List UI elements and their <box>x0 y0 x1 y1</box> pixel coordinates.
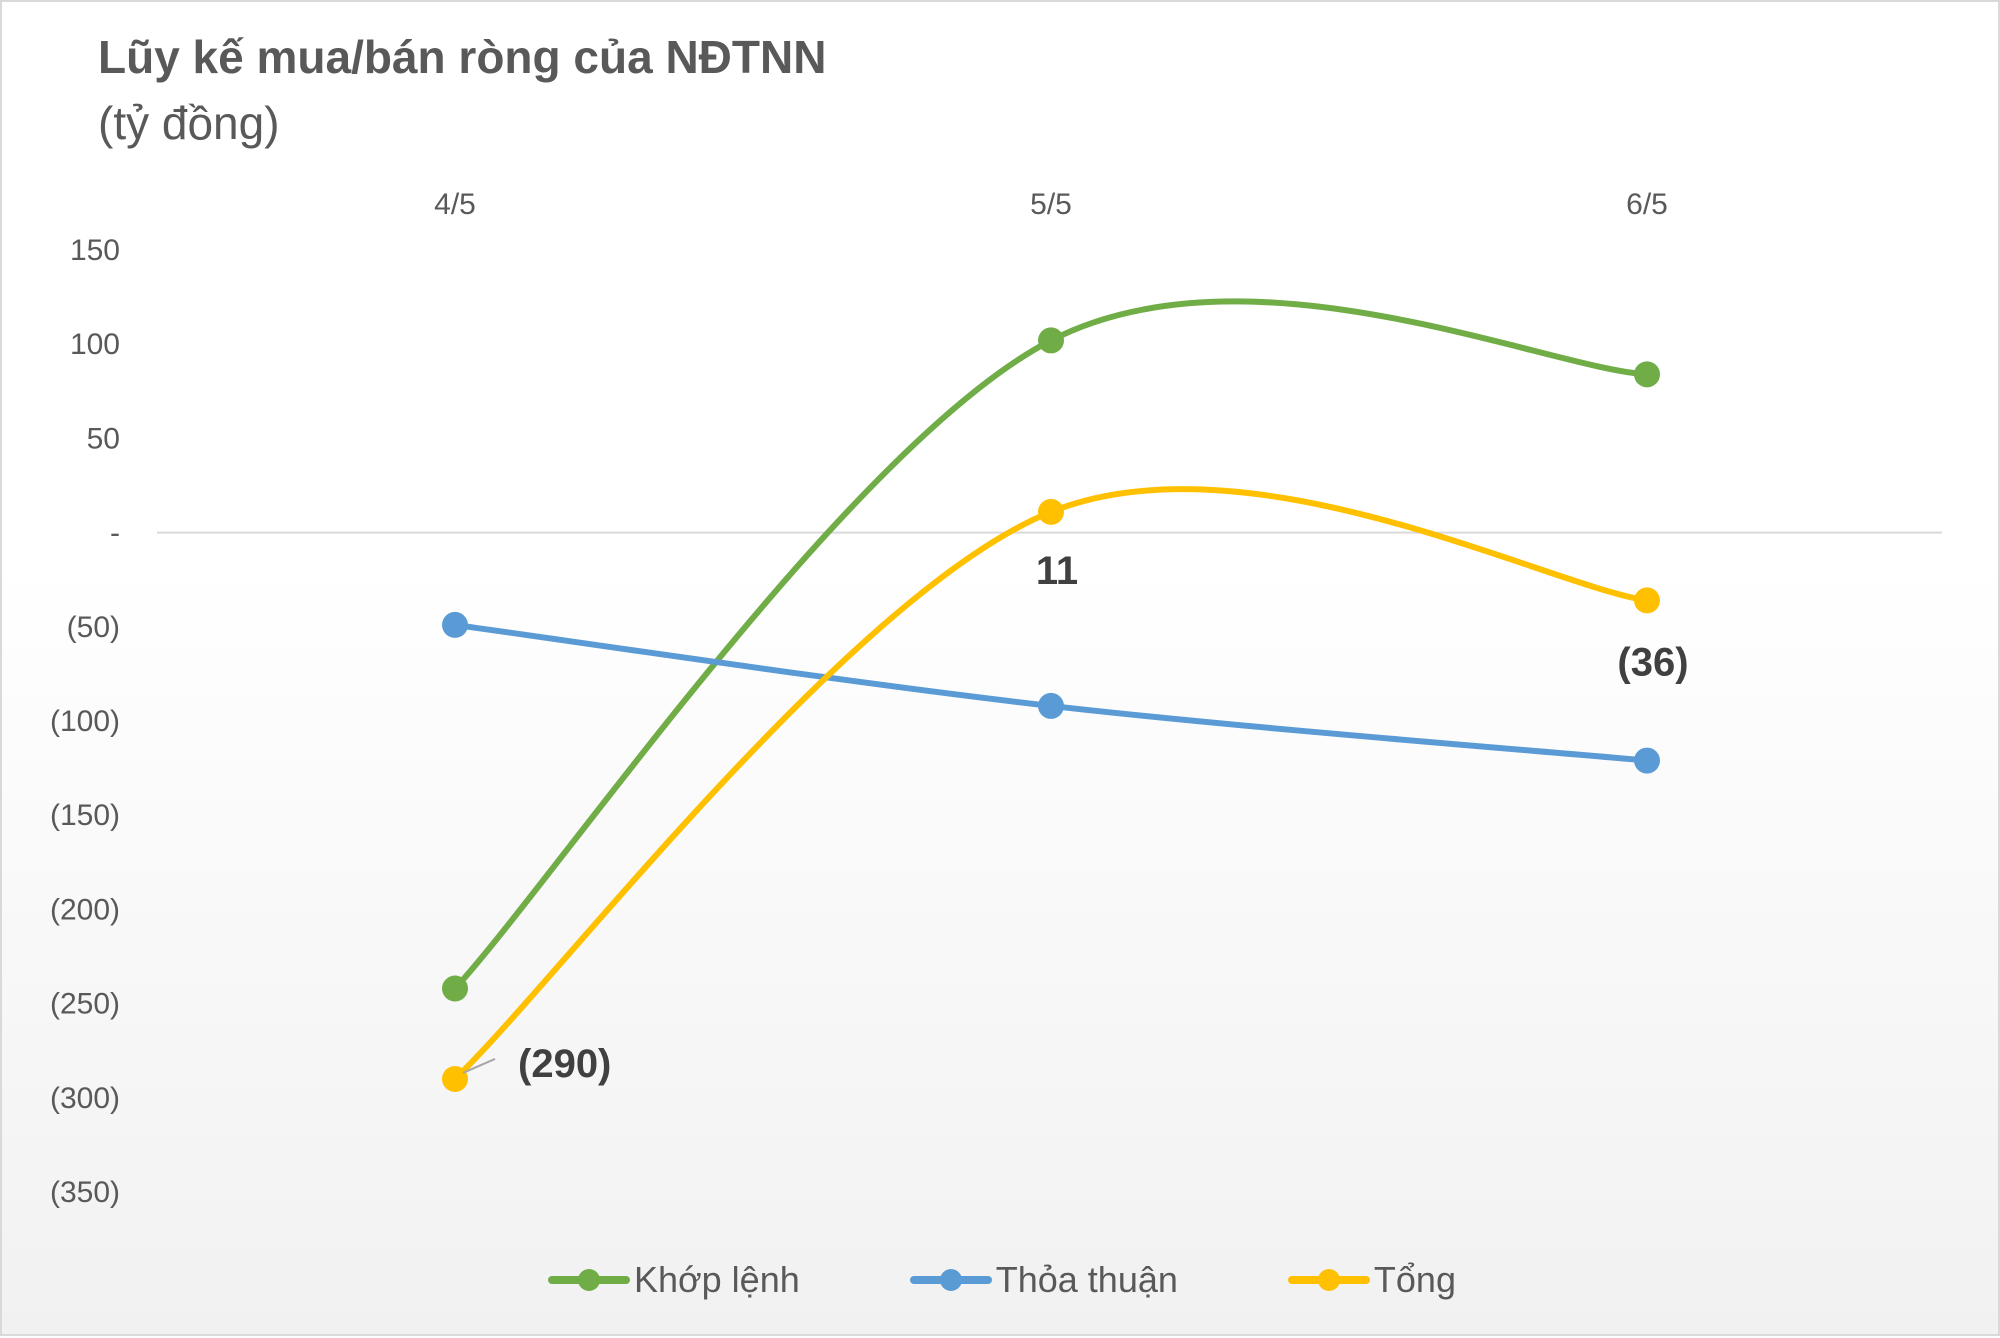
y-tick-label: 150 <box>70 234 120 267</box>
y-tick-label: - <box>110 517 120 550</box>
data-point-tong <box>1634 587 1660 614</box>
chart-subtitle: (tỷ đồng) <box>98 97 280 149</box>
legend-item-thoa-thuan: Thỏa thuận <box>909 1259 1178 1301</box>
y-tick-label: (200) <box>50 893 120 926</box>
y-tick-label: (100) <box>50 705 120 738</box>
legend-label: Thỏa thuận <box>995 1259 1178 1300</box>
series-line-thoa-thuan <box>452 621 1650 764</box>
data-label: (36) <box>1617 640 1688 684</box>
y-tick-label: (150) <box>50 799 120 832</box>
y-tick-label: (300) <box>50 1082 120 1115</box>
x-axis-tick-labels: 4/5 5/5 6/5 <box>434 188 1668 221</box>
data-point-thoa-thuan <box>442 611 468 638</box>
y-tick-label: 100 <box>70 328 120 361</box>
data-point-khop-lenh <box>1038 327 1064 354</box>
x-tick-label: 6/5 <box>1626 188 1668 221</box>
data-point-thoa-thuan <box>1038 692 1064 719</box>
series-markers <box>442 327 1660 1092</box>
legend-swatch <box>548 1269 631 1291</box>
legend-swatch <box>1287 1269 1370 1291</box>
series-line-tong <box>452 486 1650 1082</box>
legend-label: Khớp lệnh <box>634 1259 800 1300</box>
data-label: (290) <box>518 1042 611 1086</box>
data-point-khop-lenh <box>442 975 468 1002</box>
data-labels: (290) 11 (36) <box>462 549 1689 1086</box>
y-tick-label: (350) <box>50 1176 120 1209</box>
series-line-khop-lenh <box>452 298 1650 992</box>
legend-label: Tổng <box>1373 1259 1456 1300</box>
series-lines <box>452 298 1650 1082</box>
data-point-tong <box>1038 498 1064 525</box>
legend-item-tong: Tổng <box>1287 1259 1456 1301</box>
chart-title: Lũy kế mua/bán ròng của NĐTNN <box>98 31 827 83</box>
legend-swatch <box>909 1269 992 1291</box>
data-label-leader-line <box>462 1058 496 1074</box>
y-tick-label: (50) <box>67 611 120 644</box>
legend: Khớp lệnh Thỏa thuận Tổng <box>2 1250 2000 1310</box>
x-tick-label: 4/5 <box>434 188 476 221</box>
data-point-thoa-thuan <box>1634 747 1660 774</box>
legend-item-khop-lenh: Khớp lệnh <box>548 1259 800 1301</box>
y-tick-label: (250) <box>50 988 120 1021</box>
data-point-khop-lenh <box>1634 361 1660 388</box>
x-tick-label: 5/5 <box>1030 188 1072 221</box>
y-axis-tick-labels: 150 100 50 - (50) (100) (150) (200) (250) (300) (3… <box>50 234 120 1209</box>
data-point-tong <box>442 1065 468 1092</box>
data-label: 11 <box>1036 549 1078 593</box>
y-tick-label: 50 <box>87 422 120 455</box>
